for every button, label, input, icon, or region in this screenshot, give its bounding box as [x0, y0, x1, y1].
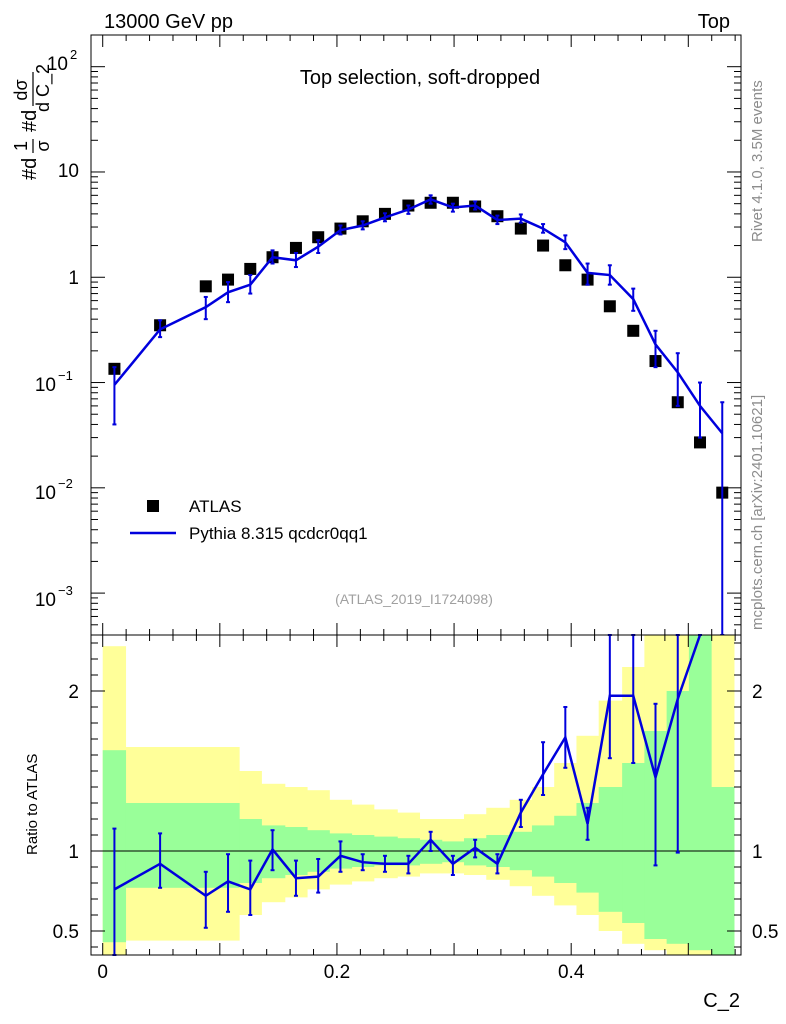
x-axis-label: C_2 — [703, 990, 740, 1012]
svg-text:#d: #d — [19, 158, 41, 180]
svg-text:−3: −3 — [58, 583, 73, 598]
data-point — [244, 262, 257, 275]
main-y-axis-label: #d 1 σ #d dσ d C_2 — [11, 64, 54, 180]
legend-data-label: ATLAS — [189, 497, 242, 516]
x-tick-label: 0.2 — [324, 962, 350, 983]
uncertainty-band-green — [576, 803, 600, 893]
legend: ATLAS Pythia 8.315 qcdcr0qq1 — [130, 497, 368, 543]
svg-text:σ: σ — [33, 140, 53, 151]
x-tick-label: 0.4 — [558, 962, 585, 983]
data-point — [289, 241, 302, 254]
data-point — [312, 231, 325, 244]
ratio-y-tick-label: 2 — [68, 682, 79, 703]
svg-text:10: 10 — [35, 483, 56, 504]
ratio-y-tick-label-right: 2 — [752, 682, 763, 703]
svg-text:−1: −1 — [58, 368, 73, 383]
uncertainty-band-green — [711, 787, 735, 955]
data-point — [559, 259, 572, 272]
svg-text:−2: −2 — [58, 476, 73, 491]
ratio-y-tick-label-right: 0.5 — [752, 922, 778, 943]
ratio-panel-frame — [90, 634, 742, 956]
main-panel-frame — [90, 34, 742, 636]
data-point — [199, 280, 212, 293]
mcplots-side-label: mcplots.cern.ch [arXiv:2401.10621] — [749, 395, 766, 630]
legend-mc-label: Pythia 8.315 qcdcr0qq1 — [189, 524, 368, 543]
y-tick-label-10: 10 — [58, 161, 79, 182]
y-tick-label-1e-1: 10 −1 — [35, 368, 73, 396]
y-tick-label-1e-2: 10 −2 — [35, 476, 73, 504]
y-tick-label-1e2: 10 2 — [47, 47, 77, 75]
header-right-label: Top — [698, 11, 730, 33]
svg-text:10: 10 — [35, 590, 56, 611]
data-point — [537, 239, 550, 252]
data-point — [627, 324, 640, 337]
legend-data-marker — [147, 500, 159, 512]
svg-text:10: 10 — [35, 375, 56, 396]
uncertainty-band-green — [688, 635, 712, 951]
uncertainty-band-green — [622, 763, 645, 923]
ratio-series-line — [113, 634, 702, 898]
main-title: Top selection, soft-dropped — [300, 67, 540, 89]
header-left-label: 13000 GeV pp — [104, 11, 233, 33]
svg-text:dσ: dσ — [11, 79, 31, 100]
ratio-y-tick-label: 1 — [68, 842, 79, 863]
ratio-y-tick-label: 0.5 — [53, 922, 79, 943]
y-tick-label-1e-3: 10 −3 — [35, 583, 73, 611]
rivet-side-label: Rivet 4.1.0, 3.5M events — [749, 80, 766, 242]
uncertainty-band-green — [598, 787, 623, 912]
ratio-panel: 0.5 0.5 1 1 2 2 0 0.2 0.4 Ratio to ATLAS C_2 — [24, 634, 778, 1012]
uncertainty-band-green — [194, 803, 218, 888]
svg-text:#d: #d — [19, 110, 41, 132]
ratio-y-axis-label: Ratio to ATLAS — [24, 754, 41, 855]
svg-text:d C_2: d C_2 — [33, 64, 54, 112]
data-point — [694, 436, 707, 449]
svg-text:10: 10 — [47, 54, 68, 75]
ratio-y-tick-label-right: 1 — [752, 842, 763, 863]
svg-text:2: 2 — [70, 47, 77, 62]
x-tick-label: 0 — [97, 962, 108, 983]
main-panel: Top selection, soft-dropped (ATLAS_2019_… — [11, 34, 742, 636]
y-tick-label-1: 1 — [68, 268, 79, 289]
data-point — [603, 300, 616, 313]
uncertainty-band-green — [554, 815, 577, 883]
analysis-tag: (ATLAS_2019_I1724098) — [335, 591, 493, 607]
svg-text:1: 1 — [11, 141, 31, 151]
uncertainty-band-green — [216, 803, 240, 888]
data-point — [222, 273, 235, 286]
mc-series-line — [113, 197, 724, 435]
data-point — [514, 222, 527, 235]
